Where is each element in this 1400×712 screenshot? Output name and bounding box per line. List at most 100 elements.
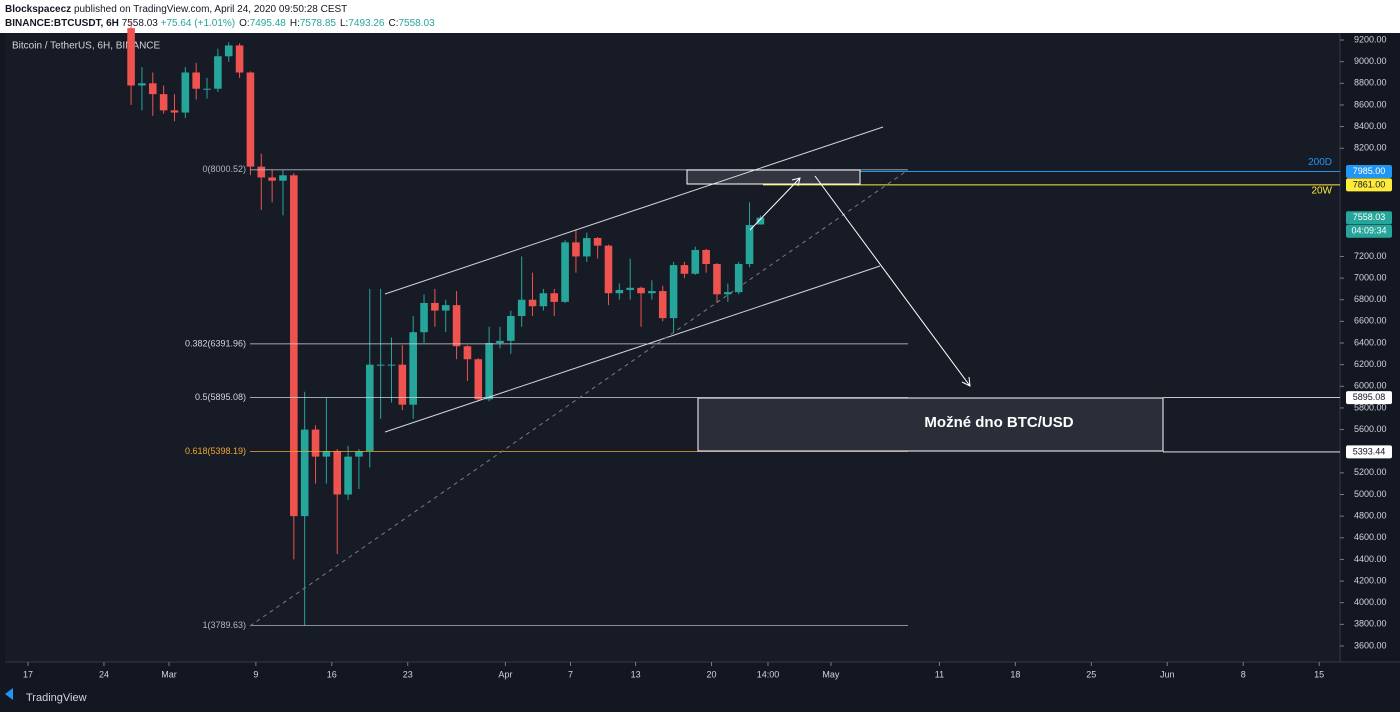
x-tick-label: 15	[1314, 669, 1324, 679]
candle-body	[420, 302, 428, 333]
candle-body	[409, 332, 417, 405]
x-tick-label: 14:00	[757, 669, 780, 679]
x-tick-label: 23	[403, 669, 413, 679]
y-tick-label: 4000.00	[1354, 597, 1387, 607]
candle-body	[496, 340, 504, 344]
candle-body	[561, 242, 569, 302]
ohlc-label: C:	[389, 18, 399, 29]
y-tick-label: 8200.00	[1354, 143, 1387, 153]
candle-body	[203, 88, 211, 90]
candle-body	[550, 293, 559, 302]
y-tick-label: 5800.00	[1354, 402, 1387, 412]
chart-title: Bitcoin / TetherUS, 6H, BINANCE	[12, 41, 161, 52]
marks: 0(8000.52) 0.382(6391.96) 0.5(5895.08) 0.61…	[127, 20, 1340, 630]
candle-body	[431, 302, 439, 311]
ohlc-value: 7558.03	[399, 18, 436, 29]
price-tag	[1346, 165, 1392, 179]
candle-body	[257, 166, 266, 178]
candle-body	[300, 429, 309, 517]
price-tag-label: 5393.44	[1353, 446, 1386, 456]
brand: TradingView	[26, 692, 87, 704]
candle-body	[604, 245, 613, 294]
candle-body	[246, 72, 255, 167]
candle-body	[593, 238, 602, 246]
ohlc-value: 7495.48	[250, 18, 287, 29]
header-line-2: BINANCE:BTCUSDT, 6H 7558.03 +75.64 (+1.0…	[5, 18, 435, 29]
target-box	[697, 397, 1164, 452]
ohlc-value: 7493.26	[348, 18, 385, 29]
price-line-name: 20W	[1311, 186, 1332, 197]
price-line-name: 200D	[1308, 157, 1332, 168]
resistance-box	[686, 169, 861, 185]
candle-body	[192, 72, 200, 89]
y-tick-label: 3800.00	[1354, 619, 1387, 629]
candle-body	[507, 315, 515, 341]
candle-body	[159, 94, 168, 111]
candle-body	[365, 364, 374, 452]
candle-body	[290, 175, 298, 517]
y-tick-label: 4200.00	[1354, 575, 1387, 585]
x-tick-label: 20	[707, 669, 717, 679]
candle-body	[734, 264, 743, 293]
x-tick-label: Jun	[1160, 669, 1175, 679]
price-tag	[1346, 211, 1392, 225]
price-tag	[1346, 445, 1392, 459]
channel-lower	[384, 265, 881, 433]
x-tick-label: 7	[568, 669, 573, 679]
x-tick-label: 24	[99, 669, 109, 679]
candle-body	[572, 242, 580, 257]
fib-label: 0.5(5895.08)	[195, 392, 246, 402]
x-tick-label: 16	[327, 669, 337, 679]
publisher: Blockspacecz	[5, 4, 71, 15]
countdown-tag	[1346, 224, 1392, 238]
price-tag	[1346, 178, 1392, 192]
y-tick-label: 6400.00	[1354, 337, 1387, 347]
y-tick-label: 4400.00	[1354, 554, 1387, 564]
y-tick-label: 8600.00	[1354, 99, 1387, 109]
plot-area	[5, 33, 1340, 662]
candle-body	[387, 364, 396, 366]
arrow-down	[814, 175, 971, 387]
x-tick-label: Apr	[498, 669, 512, 679]
candle-body	[539, 293, 548, 307]
fib-label: 0.618(5398.19)	[185, 446, 246, 456]
ohlc-label: H:	[290, 18, 300, 29]
candle-body	[648, 291, 656, 294]
x-tick-label: 13	[631, 669, 641, 679]
candle-body	[127, 28, 135, 86]
y-tick-label: 6800.00	[1354, 294, 1387, 304]
candle-body	[170, 110, 179, 113]
candle-body	[181, 72, 190, 113]
candle-body	[148, 83, 157, 95]
candle-body	[322, 451, 331, 457]
symbol: BINANCE:BTCUSDT, 6H	[5, 18, 119, 29]
price-tag	[1346, 391, 1392, 405]
candle-body	[474, 359, 483, 400]
candle-body	[355, 451, 363, 457]
last: 7558.03	[122, 18, 159, 29]
candle-body	[224, 45, 233, 57]
candle-body	[333, 451, 342, 495]
y-tick-label: 7200.00	[1354, 251, 1387, 261]
x-tick-label: 8	[1241, 669, 1246, 679]
y-tick-label: 8800.00	[1354, 78, 1387, 88]
y-tick-label: 5600.00	[1354, 424, 1387, 434]
change: +75.64 (+1.01%)	[161, 18, 236, 29]
candle-body	[485, 343, 493, 400]
candle-body	[528, 299, 537, 307]
candle-body	[669, 265, 678, 319]
x-tick-label: May	[822, 669, 840, 679]
candle-body	[214, 56, 222, 89]
price-tag-label: 7985.00	[1353, 166, 1386, 176]
header-line-1: Blockspacecz published on TradingView.co…	[5, 4, 347, 15]
trend-dashed	[249, 169, 909, 627]
candle-body	[344, 456, 352, 495]
fib-label: 1(3789.63)	[202, 620, 246, 630]
y-tick-label: 9000.00	[1354, 56, 1387, 66]
y-tick-label: 5200.00	[1354, 467, 1387, 477]
x-tick-label: 9	[253, 669, 258, 679]
candle-body	[441, 305, 450, 311]
candle-body	[702, 249, 710, 265]
y-tick-label: 9200.00	[1354, 34, 1387, 44]
